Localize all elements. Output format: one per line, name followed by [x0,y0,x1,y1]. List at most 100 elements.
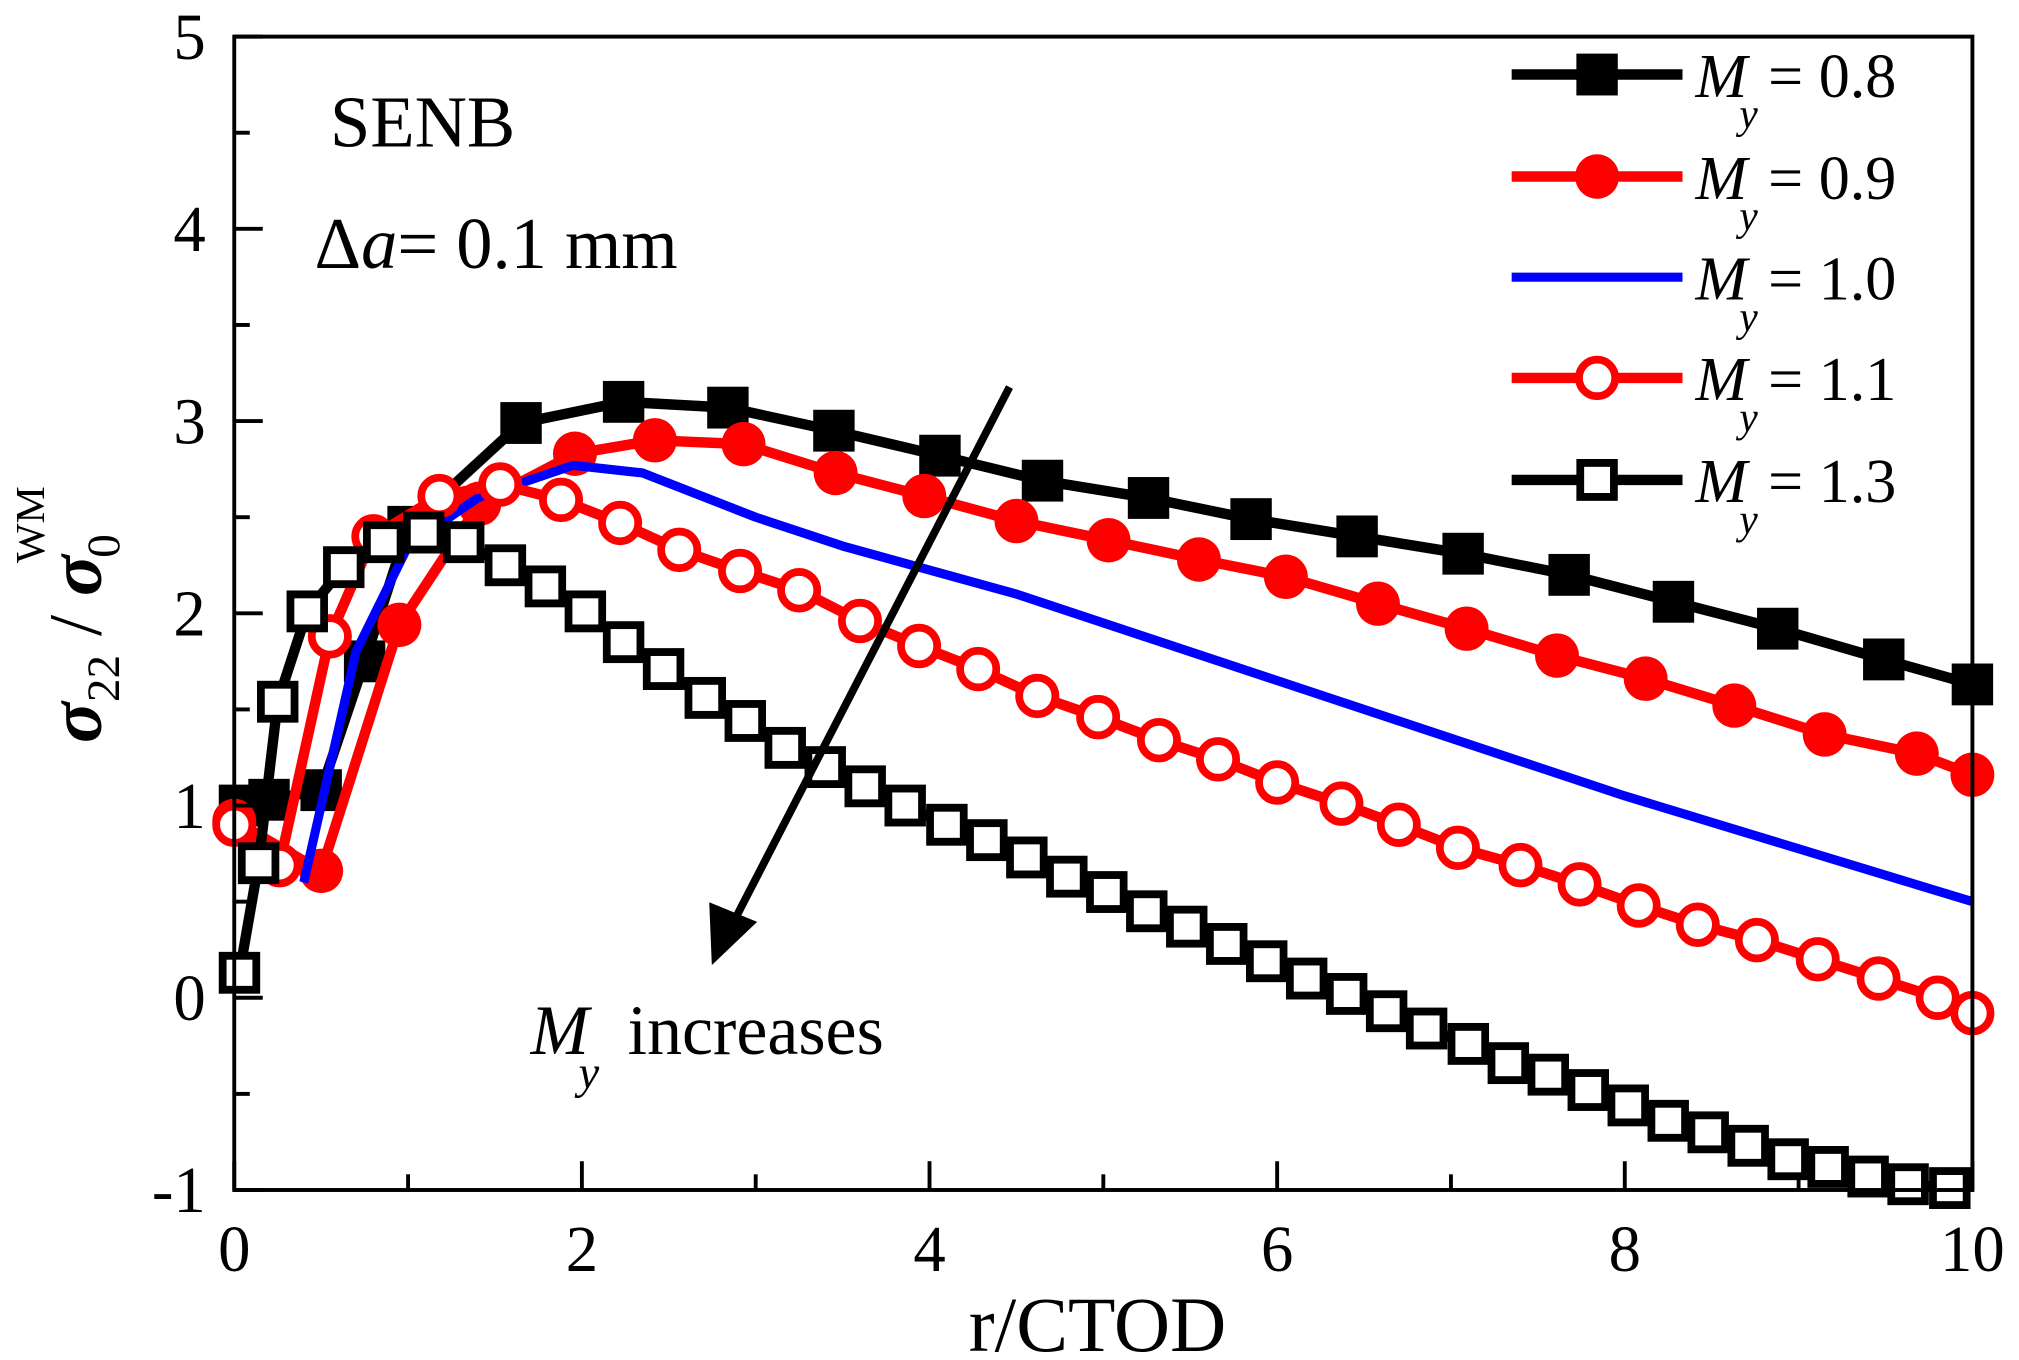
y-tick-label: 5 [173,2,205,74]
data-point [1442,532,1484,575]
data-point [1206,923,1248,965]
x-tick-label: 4 [913,1214,945,1286]
data-point [1325,973,1368,1015]
series-line [299,460,1974,907]
data-point [897,623,942,669]
data-point [1623,656,1668,701]
annotation-crack-extension: Δa= 0.1 mm [314,203,677,284]
data-point [417,473,462,519]
data-point [484,544,527,587]
data-point [1647,1099,1689,1142]
data-point [1915,975,1960,1021]
data-point [1127,477,1170,519]
x-tick-label: 10 [1940,1214,2005,1286]
data-point [764,726,806,769]
data-point [1548,553,1590,596]
data-point [1365,990,1408,1033]
data-point [1015,673,1060,719]
data-point [1176,537,1221,582]
data-point [1652,580,1695,623]
data-point [1136,717,1181,763]
data-point [1405,1007,1448,1050]
data-point [657,527,702,573]
data-point [1006,836,1048,879]
data-point [1616,883,1661,928]
data-point [844,765,886,808]
data-point [926,803,968,846]
data-point [966,819,1008,862]
data-point [884,784,926,827]
data-point [323,546,365,589]
data-point [1887,1163,1929,1206]
trend-arrow [709,385,1013,966]
data-point [1336,515,1378,558]
x-tick-label: 6 [1261,1214,1293,1286]
data-point [1498,842,1543,888]
data-point [602,380,645,423]
annotation-specimen: SENB [330,81,515,162]
data-point [1166,905,1208,948]
data-point [1734,917,1779,963]
x-tick-label: 2 [566,1214,598,1286]
y-label-sub2: 0 [78,534,130,558]
data-point [363,521,405,564]
delta-symbol: Δ [314,203,361,284]
y-label-sup2: WM [8,486,54,563]
trend-sub: y [575,1047,600,1099]
data-point [1285,957,1328,1000]
data-point [1355,581,1400,626]
y-tick-label: 4 [173,194,205,266]
data-point [642,648,685,690]
data-point [1246,940,1288,983]
data-point [837,598,882,644]
data-point [1447,1022,1490,1065]
data-point [902,473,947,519]
y-label-sub: 22 [78,655,130,702]
y-label-sigma: σ [35,700,118,743]
series-2 [299,460,1974,907]
axes [232,34,1975,1192]
data-point [1534,633,1579,678]
legend-marker [1576,53,1618,96]
data-point [1856,956,1901,1001]
data-point [1527,1053,1570,1096]
data-point [813,409,855,452]
data-point [286,590,328,633]
a-symbol: a [361,203,397,284]
y-label-sigma2: σ [35,553,118,596]
crack-value: = 0.1 mm [397,203,677,284]
data-point [1607,1084,1649,1127]
legend-marker [1575,154,1620,199]
data-point [813,450,858,496]
data-point [1046,855,1088,898]
data-point [707,386,749,429]
y-tick-label: 2 [173,578,205,650]
data-point [237,842,280,885]
data-point [524,565,567,608]
series-4 [218,511,1971,1210]
data-point [684,676,727,719]
data-point [1230,498,1272,541]
y-axis-label: σ22 / σ0WM [8,486,130,743]
data-point [721,421,766,467]
data-point [218,951,261,994]
x-axis-label: r/CTOD [969,1280,1226,1360]
data-point [1802,712,1847,757]
legend-marker [1576,459,1618,501]
data-point [1894,731,1939,776]
data-point [598,500,643,546]
data-point [1795,937,1840,982]
data-point [539,477,584,523]
